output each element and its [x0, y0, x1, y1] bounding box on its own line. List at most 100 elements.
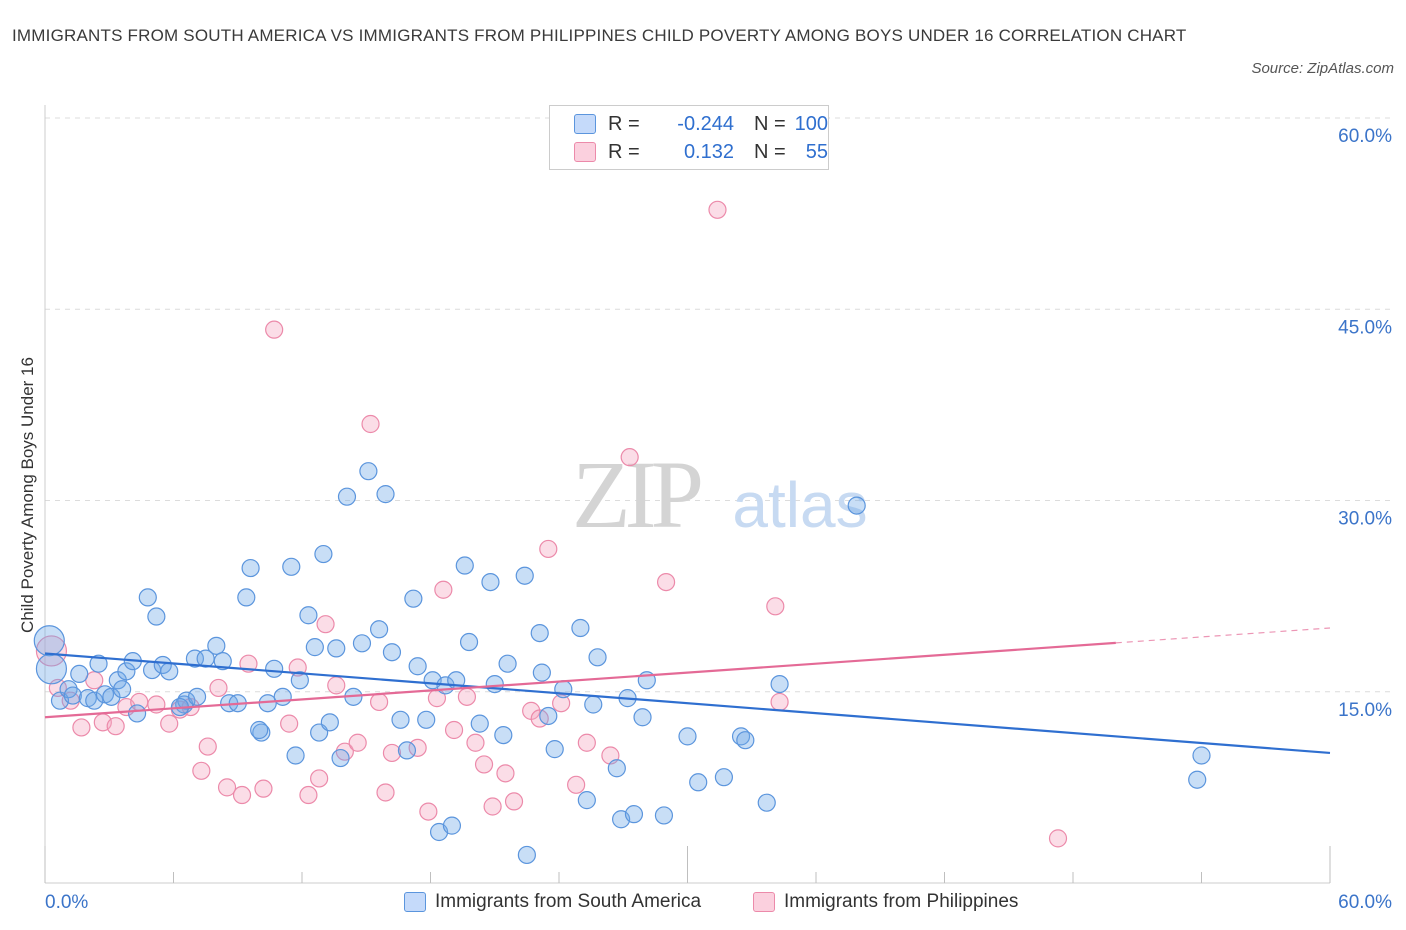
data-point [1048, 829, 1068, 848]
data-point [252, 723, 271, 742]
data-points [33, 200, 1211, 865]
data-point [352, 634, 372, 653]
chart-source: Source: ZipAtlas.com [1251, 60, 1394, 77]
data-point [299, 606, 318, 625]
data-point [35, 653, 68, 685]
data-point [207, 636, 226, 655]
data-point [481, 572, 500, 592]
data-point [361, 414, 380, 434]
series-south-america [33, 462, 1211, 865]
data-point [545, 740, 564, 759]
data-point [708, 200, 727, 219]
legend-label-south-america: Immigrants from South America [435, 891, 702, 912]
data-point [127, 704, 147, 723]
data-point [209, 678, 228, 698]
data-point [766, 597, 785, 616]
data-point [290, 671, 309, 690]
stats-legend-box: R = -0.244 N = 100 R = 0.132 N = 55 [549, 105, 829, 170]
data-point [483, 797, 502, 816]
n-label: N = [754, 113, 786, 135]
y-tick-label: 30.0% [1338, 509, 1392, 530]
data-point [359, 462, 378, 481]
data-point [624, 805, 644, 824]
data-point [496, 764, 515, 783]
y-tick-label: 15.0% [1338, 700, 1392, 721]
data-point [250, 720, 269, 740]
data-point [408, 738, 427, 757]
chart-title: IMMIGRANTS FROM SOUTH AMERICA VS IMMIGRA… [12, 26, 1187, 45]
data-point [466, 733, 485, 752]
data-point [280, 714, 299, 733]
data-point [847, 496, 866, 515]
data-point [89, 654, 108, 673]
data-point [656, 572, 676, 592]
data-point [494, 725, 513, 745]
data-point [33, 625, 65, 657]
n-label: N = [754, 141, 786, 163]
data-point [160, 662, 179, 681]
data-point [282, 557, 301, 576]
data-point [397, 741, 417, 760]
data-point [530, 623, 549, 643]
data-point [286, 746, 305, 765]
data-point [327, 639, 346, 658]
n-value-south-america: 100 [794, 113, 828, 135]
data-point [241, 558, 260, 578]
data-point [678, 727, 697, 746]
data-point [504, 792, 524, 811]
data-point [112, 680, 132, 699]
data-point [192, 761, 211, 780]
watermark: ZIP atlas [572, 441, 868, 548]
data-point [736, 731, 755, 750]
data-point [588, 648, 607, 667]
y-tick-label: 60.0% [1338, 126, 1392, 147]
data-point [185, 649, 205, 668]
trend-line-south-america [44, 652, 1331, 755]
grid-lines [45, 117, 1392, 693]
data-point [327, 676, 346, 695]
data-point [187, 687, 207, 706]
tick-labels: 15.0% 30.0% 45.0% 60.0% 0.0% 60.0% [45, 126, 1392, 913]
r-value-philippines: 0.132 [683, 141, 734, 163]
legend-label-philippines: Immigrants from Philippines [784, 891, 1019, 912]
data-point [320, 713, 339, 732]
data-point [474, 755, 494, 774]
data-point [72, 718, 91, 737]
data-point [770, 674, 789, 694]
data-point [457, 687, 477, 706]
data-point [607, 759, 626, 778]
data-point [213, 652, 232, 671]
data-point [633, 708, 652, 727]
data-point [757, 793, 776, 812]
y-tick-label: 45.0% [1338, 317, 1392, 338]
data-point [237, 588, 256, 607]
data-point [404, 589, 423, 608]
axes [44, 105, 1331, 884]
legend-swatch-philippines [753, 892, 775, 912]
n-value-philippines: 55 [805, 141, 828, 163]
data-point [316, 615, 335, 634]
data-point [310, 769, 329, 788]
data-point [459, 632, 479, 652]
data-point [382, 743, 402, 763]
data-point [299, 785, 318, 805]
data-point [376, 783, 395, 802]
data-point [567, 775, 586, 794]
data-point [35, 635, 68, 667]
data-point [314, 544, 333, 564]
data-point [117, 662, 136, 681]
data-point [470, 714, 489, 733]
data-point [485, 674, 504, 694]
trend-line-philippines [44, 641, 1116, 719]
data-point [265, 659, 284, 678]
data-point [417, 710, 436, 729]
legend: Immigrants from South America Immigrants… [0, 888, 1406, 916]
data-point [620, 448, 639, 467]
trend-line-philippines-extension [1115, 627, 1331, 644]
swatch-philippines [574, 142, 596, 162]
watermark-zip: ZIP [572, 441, 701, 548]
data-point [198, 737, 217, 756]
data-point [1188, 770, 1207, 789]
data-point [1192, 746, 1211, 765]
data-point [689, 773, 708, 792]
